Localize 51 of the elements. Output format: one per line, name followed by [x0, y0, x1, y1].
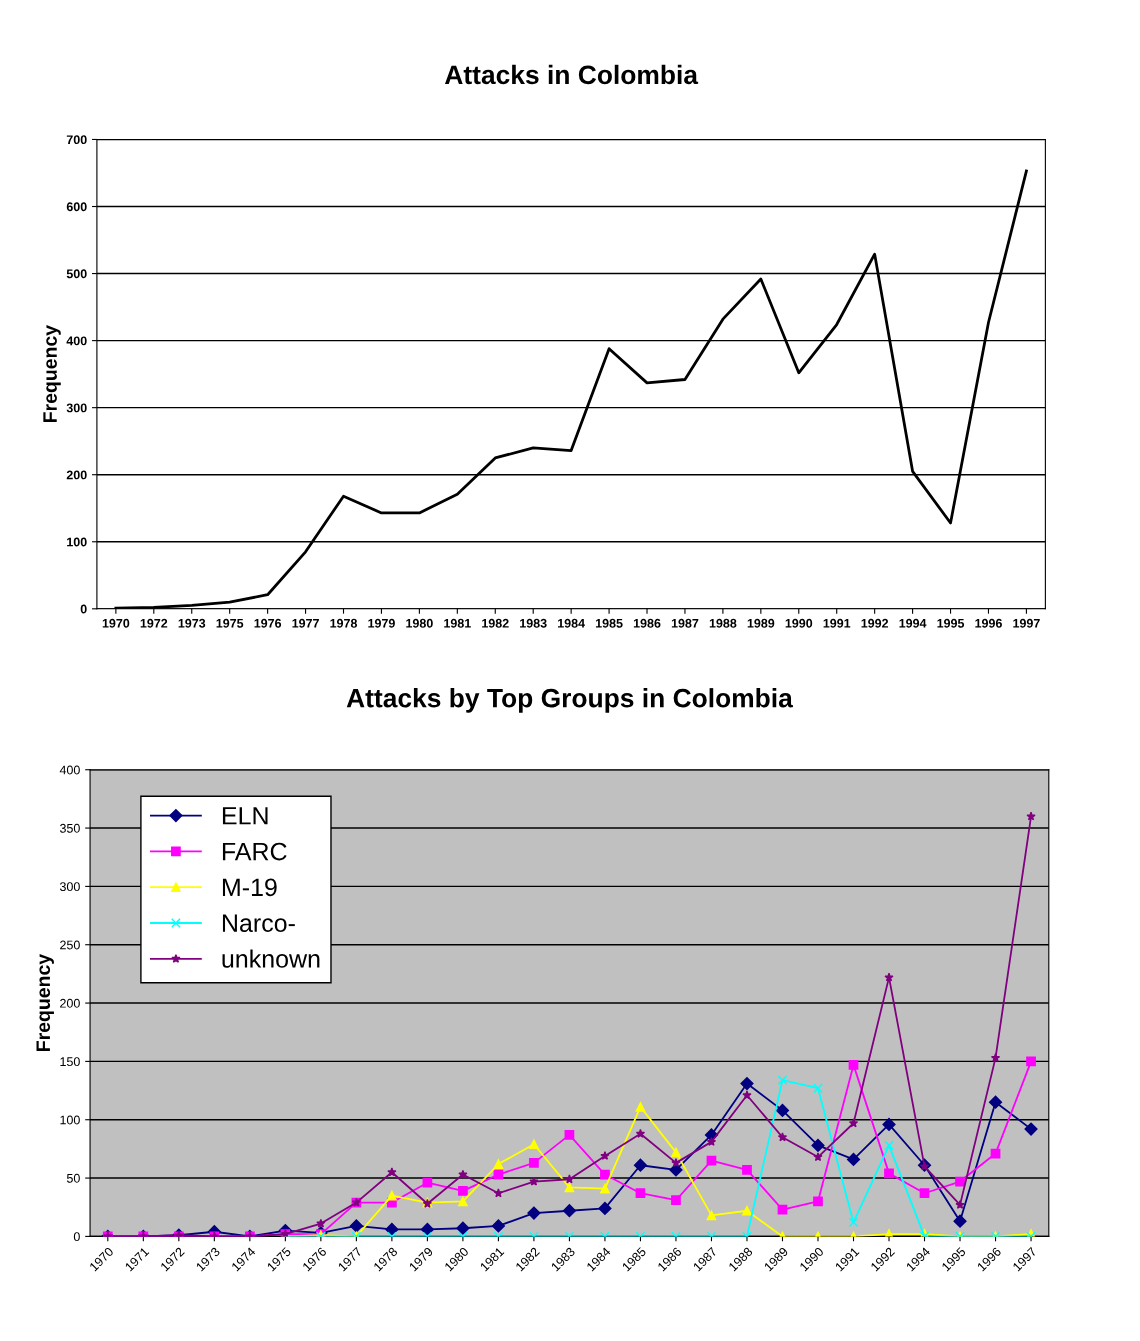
x-tick-label: 1981	[444, 618, 471, 628]
y-tick-label: 400	[66, 336, 87, 346]
y-axis-title: Frequency	[36, 954, 54, 1051]
x-tick-label: 1982	[482, 618, 509, 628]
y-tick-label: 100	[60, 1115, 80, 1125]
x-tick-label: 1991	[823, 618, 851, 628]
x-tick-label: 1972	[140, 618, 168, 628]
x-tick-label: 1979	[368, 618, 395, 628]
legend-label: FARC	[222, 842, 287, 861]
x-tick-label: 1996	[975, 618, 1002, 628]
x-tick-label: 1977	[292, 618, 319, 628]
legend-label: unknown	[222, 949, 320, 968]
y-tick-label: 300	[59, 882, 80, 892]
chart-title: Attacks by Top Groups in Colombia	[346, 688, 793, 713]
y-tick-label: 400	[59, 765, 80, 775]
y-tick-label: 700	[66, 135, 87, 145]
x-tick-label: 1976	[254, 618, 282, 628]
x-tick-label: 1995	[937, 618, 965, 628]
y-tick-label: 350	[59, 823, 80, 833]
y-tick-label: 150	[60, 1057, 80, 1067]
x-tick-label: 1990	[785, 618, 813, 628]
x-tick-label: 1984	[558, 618, 585, 628]
y-tick-label: 200	[66, 470, 87, 480]
y-tick-label: 250	[60, 940, 80, 950]
legend-label: M-19	[222, 878, 277, 897]
y-tick-label: 0	[73, 1232, 80, 1242]
legend-label: Narco-	[222, 914, 295, 933]
y-tick-label: 100	[67, 537, 87, 547]
y-tick-label: 200	[60, 998, 80, 1008]
x-tick-label: 1975	[216, 618, 244, 628]
y-tick-label: 50	[66, 1173, 80, 1183]
x-tick-label: 1988	[709, 618, 737, 628]
x-tick-label: 1989	[747, 618, 775, 628]
x-tick-label: 1978	[330, 618, 358, 628]
x-tick-label: 1983	[520, 618, 547, 628]
x-tick-label: 1997	[1013, 618, 1040, 628]
x-tick-label: 1980	[406, 618, 433, 628]
x-tick-label: 1992	[861, 618, 889, 628]
y-tick-label: 600	[66, 202, 87, 212]
y-tick-label: 0	[80, 604, 87, 614]
y-tick-label: 500	[66, 269, 87, 279]
chart-title: Attacks in Colombia	[444, 64, 699, 85]
x-tick-label: 1994	[899, 618, 927, 628]
x-tick-label: 1986	[633, 618, 661, 628]
x-tick-label: 1985	[595, 618, 623, 628]
y-axis-title: Frequency	[43, 325, 61, 422]
x-tick-label: 1987	[671, 618, 699, 628]
x-tick-label: 1973	[178, 618, 206, 628]
legend-label: ELN	[222, 807, 268, 825]
x-tick-label: 1970	[102, 618, 130, 628]
y-tick-label: 300	[66, 403, 87, 413]
